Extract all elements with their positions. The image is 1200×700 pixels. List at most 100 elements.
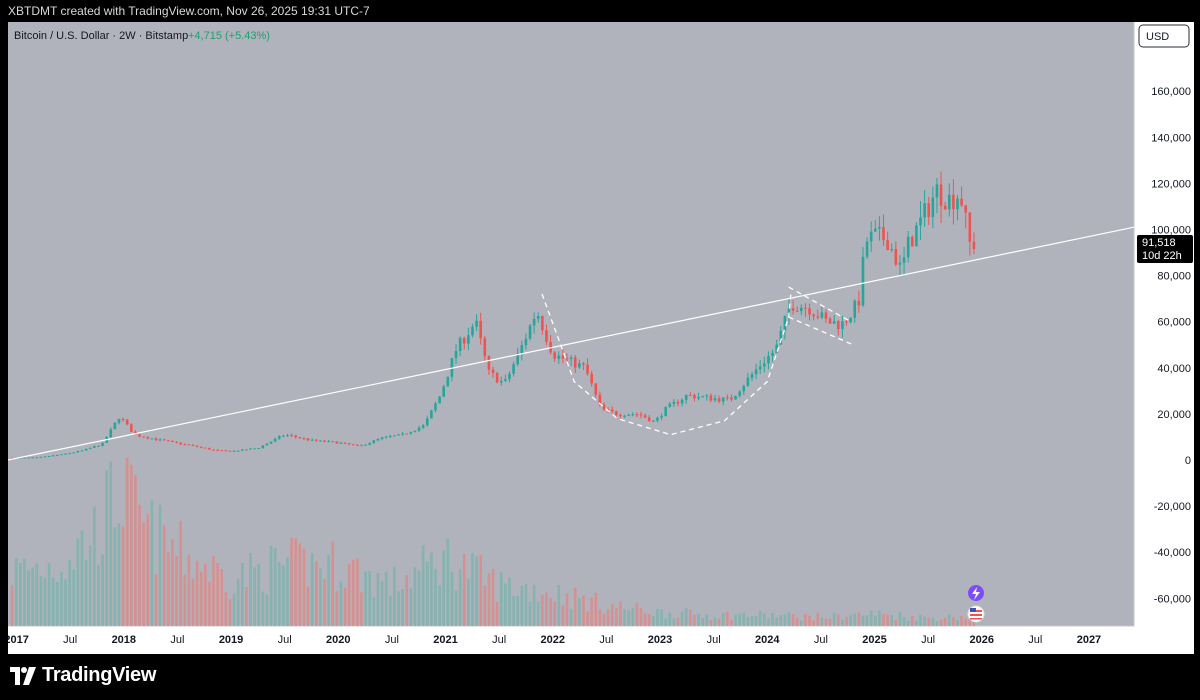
candle-body — [763, 363, 766, 367]
candle-body — [894, 249, 898, 265]
candle-body — [746, 377, 750, 386]
branding-bar: TradingView — [0, 654, 1200, 700]
volume-bar — [351, 559, 355, 626]
event-flag-lightning-icon[interactable] — [968, 585, 984, 601]
volume-bar — [697, 613, 700, 626]
candle-body — [335, 441, 339, 444]
candle-body — [240, 449, 244, 451]
candle-body — [668, 403, 672, 407]
candle-body — [520, 345, 524, 354]
candle-body — [479, 320, 483, 339]
volume-bar — [898, 612, 902, 626]
candle-body — [249, 448, 252, 450]
candle-body — [697, 396, 700, 399]
axis-corner — [1134, 626, 1194, 654]
volume-bar — [820, 617, 824, 626]
volume-bar — [187, 554, 191, 626]
candle-body — [734, 395, 737, 400]
candle-body — [286, 435, 289, 437]
volume-bar — [573, 587, 577, 626]
candle-body — [594, 383, 598, 395]
event-flag-us-icon[interactable] — [967, 605, 985, 623]
candle-body — [730, 397, 733, 400]
candle-body — [471, 326, 474, 336]
candle-body — [902, 257, 906, 263]
x-tick-label: Jul — [278, 634, 292, 646]
volume-bar — [549, 597, 552, 626]
candle-body — [216, 449, 219, 451]
candle-body — [582, 363, 585, 365]
volume-bar — [894, 619, 898, 626]
candle-body — [647, 417, 651, 422]
volume-bar — [454, 590, 458, 626]
volume-bar — [915, 620, 918, 626]
volume-bar — [290, 537, 293, 626]
candle-body — [76, 451, 80, 453]
volume-bar — [882, 614, 885, 626]
volume-bar — [10, 585, 14, 626]
candle-body — [495, 373, 499, 383]
candle-body — [528, 325, 532, 339]
volume-bar — [557, 585, 561, 626]
y-tick-label: 120,000 — [1151, 178, 1191, 190]
volume-bar — [72, 569, 76, 626]
candle-body — [684, 395, 688, 400]
candle-body — [319, 440, 322, 442]
volume-bar — [668, 612, 672, 626]
candle-body — [882, 227, 885, 241]
candle-body — [499, 380, 503, 383]
volume-bars — [10, 457, 976, 626]
candle-body — [886, 240, 889, 251]
volume-bar — [282, 565, 285, 626]
volume-bar — [758, 610, 762, 626]
volume-bar — [483, 585, 487, 626]
volume-bar — [495, 602, 499, 626]
candle-body — [795, 310, 799, 312]
volume-bar — [425, 561, 429, 626]
volume-bar — [51, 577, 55, 626]
tradingview-logo[interactable]: TradingView — [10, 664, 156, 687]
candle-body — [261, 445, 265, 449]
candle-body — [623, 415, 626, 417]
volume-bar — [64, 579, 67, 626]
candle-body — [598, 394, 602, 405]
candle-body — [35, 457, 39, 459]
legend-change: +4,715 (+5.43%) — [188, 30, 270, 42]
volume-bar — [286, 557, 289, 626]
volume-bar — [590, 597, 593, 626]
candle-body — [705, 395, 709, 397]
y-tick-label: 20,000 — [1157, 409, 1191, 421]
volume-bar — [220, 569, 224, 626]
volume-bar — [47, 562, 51, 626]
volume-bar — [23, 558, 26, 626]
volume-bar — [643, 613, 647, 626]
candle-body — [56, 454, 59, 456]
candle-body — [393, 435, 396, 437]
candle-body — [602, 404, 606, 410]
candle-body — [401, 433, 404, 435]
candle-body — [450, 358, 454, 377]
volume-bar — [56, 581, 59, 626]
price-chart[interactable]: 160,000 140,000 120,000 100,000 80,000 60,000… — [4, 22, 1194, 654]
currency-button-label[interactable]: USD — [1146, 31, 1169, 43]
x-tick-label: Jul — [921, 634, 935, 646]
candle-body — [578, 363, 581, 368]
candle-body — [130, 424, 133, 432]
volume-bar — [619, 601, 622, 626]
candle-body — [290, 435, 293, 437]
candle-body — [643, 415, 647, 418]
candle-body — [701, 396, 704, 398]
tradingview-logo-text: TradingView — [42, 664, 157, 686]
volume-bar — [586, 611, 589, 626]
candle-body — [245, 449, 248, 451]
candle-body — [208, 448, 211, 450]
chart-area[interactable]: 160,000 140,000 120,000 100,000 80,000 60,000… — [4, 22, 1194, 654]
candle-body — [372, 440, 376, 443]
x-tick-label: Jul — [1028, 634, 1042, 646]
candle-body — [561, 355, 565, 359]
volume-bar — [257, 564, 261, 626]
y-tick-label: -20,000 — [1154, 501, 1191, 513]
candle-body — [88, 447, 92, 449]
candle-body — [232, 450, 236, 452]
currency-button[interactable]: USD — [1138, 24, 1190, 48]
